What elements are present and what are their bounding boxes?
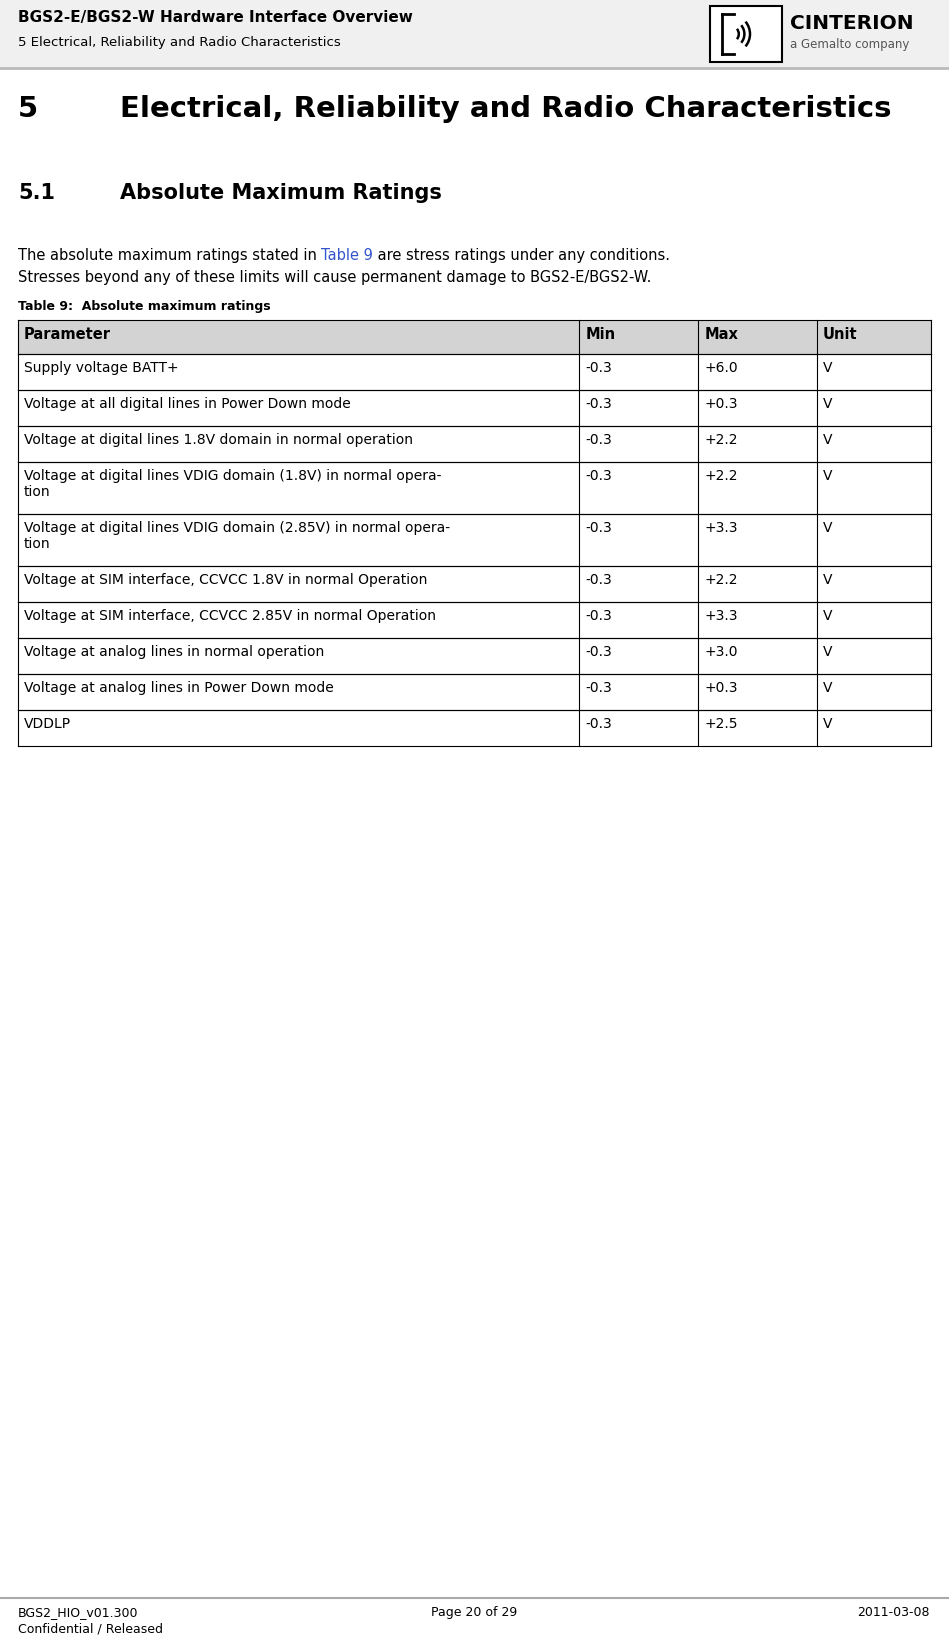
Text: Absolute Maximum Ratings: Absolute Maximum Ratings <box>120 183 442 203</box>
Text: V: V <box>823 398 832 411</box>
Bar <box>18 566 931 602</box>
Text: +2.5: +2.5 <box>704 717 737 731</box>
Text: +6.0: +6.0 <box>704 362 737 375</box>
Text: a Gemalto company: a Gemalto company <box>790 38 909 51</box>
Bar <box>18 602 931 638</box>
Text: -0.3: -0.3 <box>586 434 612 447</box>
Text: -0.3: -0.3 <box>586 717 612 731</box>
Text: +2.2: +2.2 <box>704 434 737 447</box>
Text: Max: Max <box>704 327 738 342</box>
Text: +3.3: +3.3 <box>704 609 737 623</box>
Text: V: V <box>823 645 832 659</box>
Text: +3.0: +3.0 <box>704 645 737 659</box>
Bar <box>18 461 931 514</box>
Text: Confidential / Released: Confidential / Released <box>18 1621 163 1634</box>
Text: Min: Min <box>586 327 616 342</box>
Text: VDDLP: VDDLP <box>24 717 71 731</box>
Text: Page 20 of 29: Page 20 of 29 <box>432 1607 517 1620</box>
Text: 5 Electrical, Reliability and Radio Characteristics: 5 Electrical, Reliability and Radio Char… <box>18 36 341 49</box>
Bar <box>18 710 931 746</box>
Text: -0.3: -0.3 <box>586 520 612 535</box>
Text: Voltage at analog lines in normal operation: Voltage at analog lines in normal operat… <box>24 645 325 659</box>
Text: +2.2: +2.2 <box>704 573 737 587</box>
Text: -0.3: -0.3 <box>586 645 612 659</box>
Bar <box>18 389 931 425</box>
Bar <box>18 353 931 389</box>
Text: Voltage at SIM interface, CCVCC 2.85V in normal Operation: Voltage at SIM interface, CCVCC 2.85V in… <box>24 609 436 623</box>
Text: Parameter: Parameter <box>24 327 111 342</box>
Text: Voltage at digital lines VDIG domain (1.8V) in normal opera-
tion: Voltage at digital lines VDIG domain (1.… <box>24 470 441 499</box>
Text: Voltage at analog lines in Power Down mode: Voltage at analog lines in Power Down mo… <box>24 681 334 695</box>
Text: V: V <box>823 520 832 535</box>
Text: Voltage at SIM interface, CCVCC 1.8V in normal Operation: Voltage at SIM interface, CCVCC 1.8V in … <box>24 573 427 587</box>
Text: +0.3: +0.3 <box>704 681 737 695</box>
Text: V: V <box>823 573 832 587</box>
Bar <box>18 321 931 353</box>
Text: +0.3: +0.3 <box>704 398 737 411</box>
Text: +2.2: +2.2 <box>704 470 737 483</box>
Text: -0.3: -0.3 <box>586 398 612 411</box>
Bar <box>18 638 931 674</box>
Text: Table 9:  Absolute maximum ratings: Table 9: Absolute maximum ratings <box>18 299 270 312</box>
Text: Table 9: Table 9 <box>322 249 373 263</box>
Text: 2011-03-08: 2011-03-08 <box>858 1607 930 1620</box>
Text: V: V <box>823 681 832 695</box>
Text: V: V <box>823 470 832 483</box>
Bar <box>0 0 949 69</box>
Text: 5.1: 5.1 <box>18 183 55 203</box>
Text: CINTERION: CINTERION <box>790 15 914 33</box>
Text: V: V <box>823 717 832 731</box>
Bar <box>18 425 931 461</box>
Text: -0.3: -0.3 <box>586 609 612 623</box>
Text: BGS2-E/BGS2-W Hardware Interface Overview: BGS2-E/BGS2-W Hardware Interface Overvie… <box>18 10 413 25</box>
Text: 5: 5 <box>18 95 38 123</box>
Text: Supply voltage BATT+: Supply voltage BATT+ <box>24 362 178 375</box>
Text: BGS2_HIO_v01.300: BGS2_HIO_v01.300 <box>18 1607 139 1620</box>
Text: Voltage at digital lines 1.8V domain in normal operation: Voltage at digital lines 1.8V domain in … <box>24 434 413 447</box>
Text: -0.3: -0.3 <box>586 470 612 483</box>
Text: The absolute maximum ratings stated in: The absolute maximum ratings stated in <box>18 249 322 263</box>
Text: Unit: Unit <box>823 327 858 342</box>
Text: Electrical, Reliability and Radio Characteristics: Electrical, Reliability and Radio Charac… <box>120 95 891 123</box>
Text: -0.3: -0.3 <box>586 681 612 695</box>
Text: V: V <box>823 362 832 375</box>
Text: are stress ratings under any conditions.: are stress ratings under any conditions. <box>373 249 670 263</box>
Text: Voltage at all digital lines in Power Down mode: Voltage at all digital lines in Power Do… <box>24 398 351 411</box>
Bar <box>710 7 782 62</box>
Text: +3.3: +3.3 <box>704 520 737 535</box>
Bar <box>18 674 931 710</box>
Text: -0.3: -0.3 <box>586 573 612 587</box>
Text: Stresses beyond any of these limits will cause permanent damage to BGS2-E/BGS2-W: Stresses beyond any of these limits will… <box>18 270 651 285</box>
Text: V: V <box>823 434 832 447</box>
Text: Voltage at digital lines VDIG domain (2.85V) in normal opera-
tion: Voltage at digital lines VDIG domain (2.… <box>24 520 450 551</box>
Text: -0.3: -0.3 <box>586 362 612 375</box>
Text: V: V <box>823 609 832 623</box>
Bar <box>18 514 931 566</box>
